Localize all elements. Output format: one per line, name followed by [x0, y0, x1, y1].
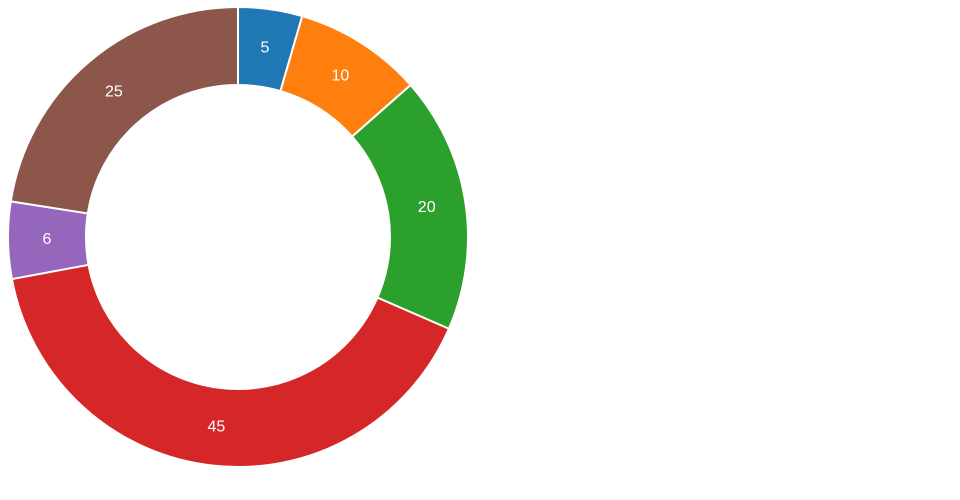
donut-slice-20[interactable]	[351, 84, 469, 330]
donut-slice-45[interactable]	[10, 263, 450, 468]
donut-slice-6[interactable]	[7, 200, 90, 281]
donut-slice-25[interactable]	[9, 6, 239, 215]
